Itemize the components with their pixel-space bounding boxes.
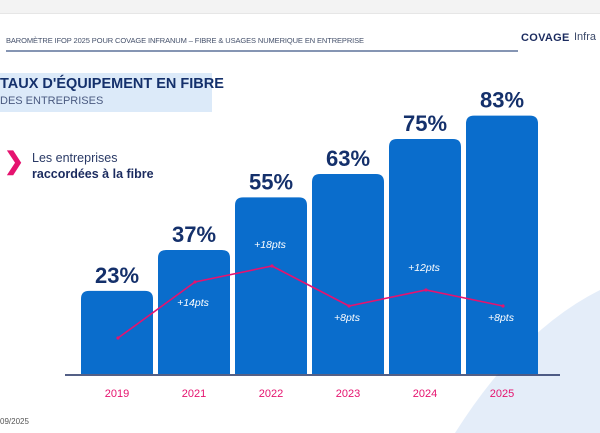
year-label: 2019 [105,388,129,400]
header-divider [6,50,518,52]
bar-2022 [235,197,307,374]
line-point [270,264,274,268]
value-label: 75% [403,111,447,136]
legend-line-1: Les entreprises [32,151,118,165]
increase-label: +18pts [254,239,287,251]
value-label: 63% [326,146,370,171]
increase-label: +8pts [488,312,515,324]
increase-label: +14pts [177,297,210,309]
legend-line-2: raccordées à la fibre [32,167,154,181]
line-point [347,304,351,308]
value-label: 83% [480,88,524,113]
footer-date: 09/2025 [0,417,29,426]
infranum-logo: Infra [574,31,597,43]
top-strip [0,0,600,14]
increase-label: +8pts [334,312,361,324]
bar-2021 [158,249,230,374]
bar-2019 [81,290,153,374]
covage-logo: COVAGE [521,32,570,44]
line-point [116,336,120,340]
year-label: 2023 [336,388,360,400]
chart-subtitle: DES ENTREPRISES [0,95,104,107]
line-point [501,304,505,308]
value-label: 23% [95,263,139,288]
year-label: 2024 [413,388,437,400]
title-box: TAUX D'ÉQUIPEMENT EN FIBRE DES ENTREPRIS… [0,73,224,112]
line-point [424,288,428,292]
bar-2023 [312,174,384,374]
increase-line [117,265,504,339]
increase-label: +12pts [408,262,441,274]
chart-title: TAUX D'ÉQUIPEMENT EN FIBRE [0,76,224,92]
bar-2024 [389,139,461,374]
value-label: 55% [249,169,293,194]
value-label: 37% [172,222,216,247]
slide-header: BAROMÈTRE IFOP 2025 POUR COVAGE INFRANUM… [6,36,364,45]
year-label: 2022 [259,388,283,400]
chevron-right-icon: ❯ [4,148,25,175]
line-point [193,280,197,284]
bar-2025 [466,115,538,374]
year-label: 2021 [182,388,206,400]
year-label: 2025 [490,388,514,400]
